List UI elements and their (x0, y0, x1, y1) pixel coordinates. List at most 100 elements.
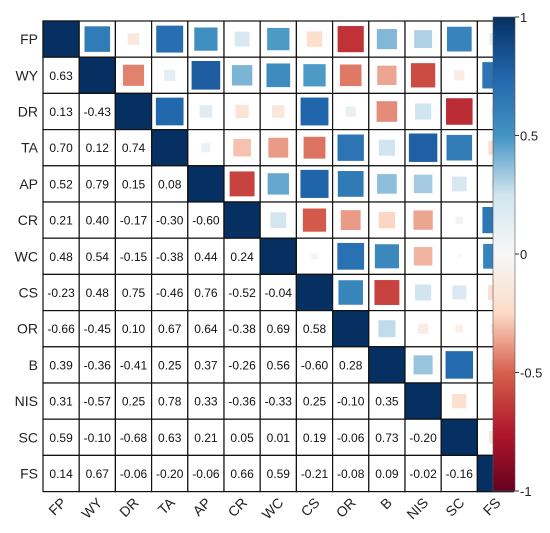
row-labels: FP WY DR TA AP CR WC CS OR B NIS SC FS (15, 31, 39, 481)
correlation-square-CS-NIS (415, 284, 432, 301)
cell-WC-WY (78, 237, 116, 275)
correlation-value-WC-CR: 0.24 (230, 250, 254, 264)
cell-CR-AP (187, 201, 225, 239)
correlation-value-NIS-AP: 0.33 (194, 395, 218, 409)
correlation-value-WC-AP: 0.44 (194, 250, 218, 264)
cell-CS-AP (187, 273, 225, 312)
cell-OR-FP (42, 310, 80, 348)
cell-SC-TA (151, 418, 189, 457)
row-label-NIS: NIS (15, 393, 38, 409)
cell-CS-TA (151, 273, 189, 312)
correlation-square-AP-WC (267, 173, 289, 195)
diagonal-square-TA (151, 129, 189, 167)
cell-B-AP (187, 346, 225, 384)
correlation-value-OR-CS: 0.58 (303, 322, 327, 336)
correlation-value-B-DR: -0.41 (120, 358, 148, 372)
cell-WC-FP (42, 237, 80, 275)
column-label-AP: AP (189, 494, 214, 519)
cell-FS-TA (151, 454, 189, 493)
correlation-square-CR-OR (340, 210, 361, 231)
correlation-square-WC-CS (311, 253, 318, 260)
diagonal-square-DR (114, 92, 153, 131)
correlation-square-FP-SC (446, 26, 472, 52)
correlation-square-DR-AP (199, 105, 213, 118)
correlation-value-FS-WY: 0.67 (86, 467, 110, 481)
correlation-value-WY-FP: 0.63 (49, 69, 73, 83)
row-label-SC: SC (19, 429, 38, 445)
correlation-square-FP-B (376, 29, 397, 50)
correlation-value-TA-DR: 0.74 (122, 141, 146, 155)
correlation-square-FP-CR (234, 31, 250, 47)
correlation-value-AP-DR: 0.15 (122, 177, 146, 191)
correlation-value-FS-CS: -0.21 (301, 467, 329, 481)
correlation-square-FP-WY (84, 26, 111, 52)
cell-SC-AP (187, 418, 225, 457)
correlation-square-AP-OR (337, 171, 364, 197)
correlation-square-FP-WC (267, 27, 290, 51)
cell-CS-WY (78, 273, 116, 312)
correlation-square-FP-OR (337, 26, 364, 53)
correlation-square-B-SC (445, 351, 474, 379)
correlation-square-TA-WC (268, 137, 289, 158)
cell-AP-WY (78, 165, 116, 203)
row-label-DR: DR (18, 104, 38, 120)
correlation-value-B-TA: 0.25 (158, 358, 182, 372)
diagonal-square-FP (42, 20, 80, 58)
column-label-B: B (377, 494, 395, 512)
correlation-square-DR-OR (345, 106, 356, 117)
correlation-square-FP-TA (156, 25, 184, 53)
correlation-value-CS-TA: -0.46 (156, 286, 184, 300)
correlation-value-CS-DR: 0.75 (122, 286, 146, 300)
cell-CR-WY (78, 201, 116, 239)
correlation-square-TA-CS (303, 136, 326, 159)
correlation-square-OR-NIS (418, 323, 429, 334)
correlation-square-DR-WC (272, 105, 285, 118)
row-label-TA: TA (21, 140, 39, 156)
diagonal-square-B (368, 346, 406, 384)
cell-FS-FP (42, 454, 80, 493)
correlation-value-NIS-TA: 0.78 (158, 395, 182, 409)
correlation-square-CR-B (378, 211, 396, 229)
correlation-value-WC-WY: 0.54 (86, 250, 110, 264)
correlation-square-TA-AP (201, 143, 211, 153)
correlation-value-CR-FP: 0.21 (49, 214, 73, 228)
column-label-OR: OR (333, 494, 359, 520)
correlation-square-DR-B (376, 101, 398, 122)
correlation-value-NIS-FP: 0.31 (49, 395, 73, 409)
diagonal-square-WC (259, 237, 298, 275)
correlation-square-WY-TA (164, 69, 176, 81)
correlation-value-FS-B: 0.09 (375, 467, 399, 481)
correlation-square-WC-B (374, 244, 399, 269)
correlation-value-SC-DR: -0.68 (120, 431, 148, 445)
correlation-square-DR-CS (300, 97, 329, 126)
column-label-FS: FS (480, 494, 504, 518)
row-label-WY: WY (15, 67, 38, 83)
correlation-value-OR-FP: -0.66 (47, 322, 75, 336)
correlation-square-TA-NIS (408, 133, 438, 162)
cell-TA-DR (114, 129, 153, 167)
correlation-square-WY-WC (266, 63, 291, 88)
correlation-value-FS-SC: -0.16 (446, 467, 474, 481)
correlation-value-AP-FP: 0.52 (49, 177, 73, 191)
correlation-square-TA-SC (446, 134, 473, 161)
correlation-square-WY-NIS (410, 63, 436, 88)
diagonal-square-AP (187, 165, 225, 203)
colorbar-tick-label: -0.5 (520, 366, 542, 381)
correlation-square-WY-OR (339, 64, 362, 87)
cell-WC-CR (223, 237, 261, 275)
correlation-square-DR-NIS (415, 103, 432, 120)
cell-NIS-AP (187, 382, 225, 420)
cell-FS-CR (223, 454, 261, 493)
correlation-square-WY-SC (454, 70, 465, 81)
correlation-value-FS-AP: -0.06 (192, 467, 220, 481)
correlation-square-CR-SC (455, 216, 463, 224)
correlation-square-FP-DR (127, 33, 140, 45)
column-label-TA: TA (155, 494, 179, 518)
correlation-square-DR-CR (235, 104, 249, 119)
diagonal-square-WY (78, 56, 116, 95)
correlation-value-OR-TA: 0.67 (158, 322, 182, 336)
diagonal-square-CR (223, 201, 261, 239)
row-label-AP: AP (19, 176, 38, 192)
correlation-square-WC-SC (457, 254, 461, 258)
